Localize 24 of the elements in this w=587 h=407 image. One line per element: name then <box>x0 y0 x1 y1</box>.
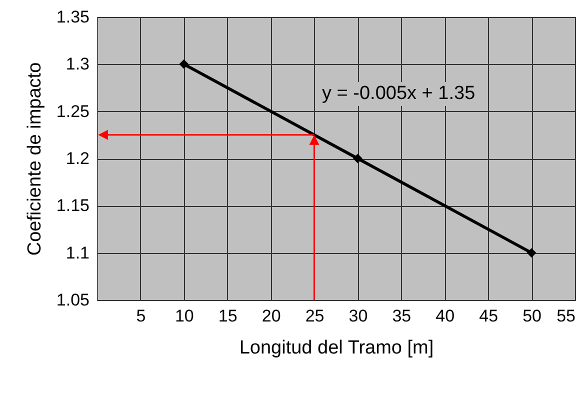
y-tick-label: 1.2 <box>66 149 90 168</box>
x-tick-label: 40 <box>436 306 455 326</box>
x-tick-label: 50 <box>522 306 542 326</box>
x-tick-label: 15 <box>218 306 238 326</box>
x-tick-label: 30 <box>348 306 368 326</box>
y-tick-label: 1.25 <box>56 102 90 121</box>
y-axis-title: Coeficiente de impacto <box>24 62 46 256</box>
y-tick-label: 1.3 <box>66 54 90 74</box>
x-tick-label: 20 <box>262 306 281 326</box>
y-tick-label: 1.05 <box>56 290 90 310</box>
point <box>526 248 536 258</box>
x-axis-title: Longitud del Tramo [m] <box>239 338 434 358</box>
point <box>352 154 362 164</box>
x-tick-label: 55 <box>556 306 576 326</box>
annotation: y = -0.005x + 1.35 <box>319 82 478 106</box>
y-tick-label: 1.1 <box>66 243 90 262</box>
x-tick-label: 45 <box>479 306 498 326</box>
x-tick-label: 5 <box>136 306 146 326</box>
point <box>179 59 189 69</box>
x-tick-label: 35 <box>392 306 412 326</box>
x-tick-label: 25 <box>305 306 324 326</box>
x-tick-label: 10 <box>174 306 194 326</box>
y-tick-label: 1.35 <box>56 8 90 26</box>
y-tick-label: 1.15 <box>56 196 90 216</box>
